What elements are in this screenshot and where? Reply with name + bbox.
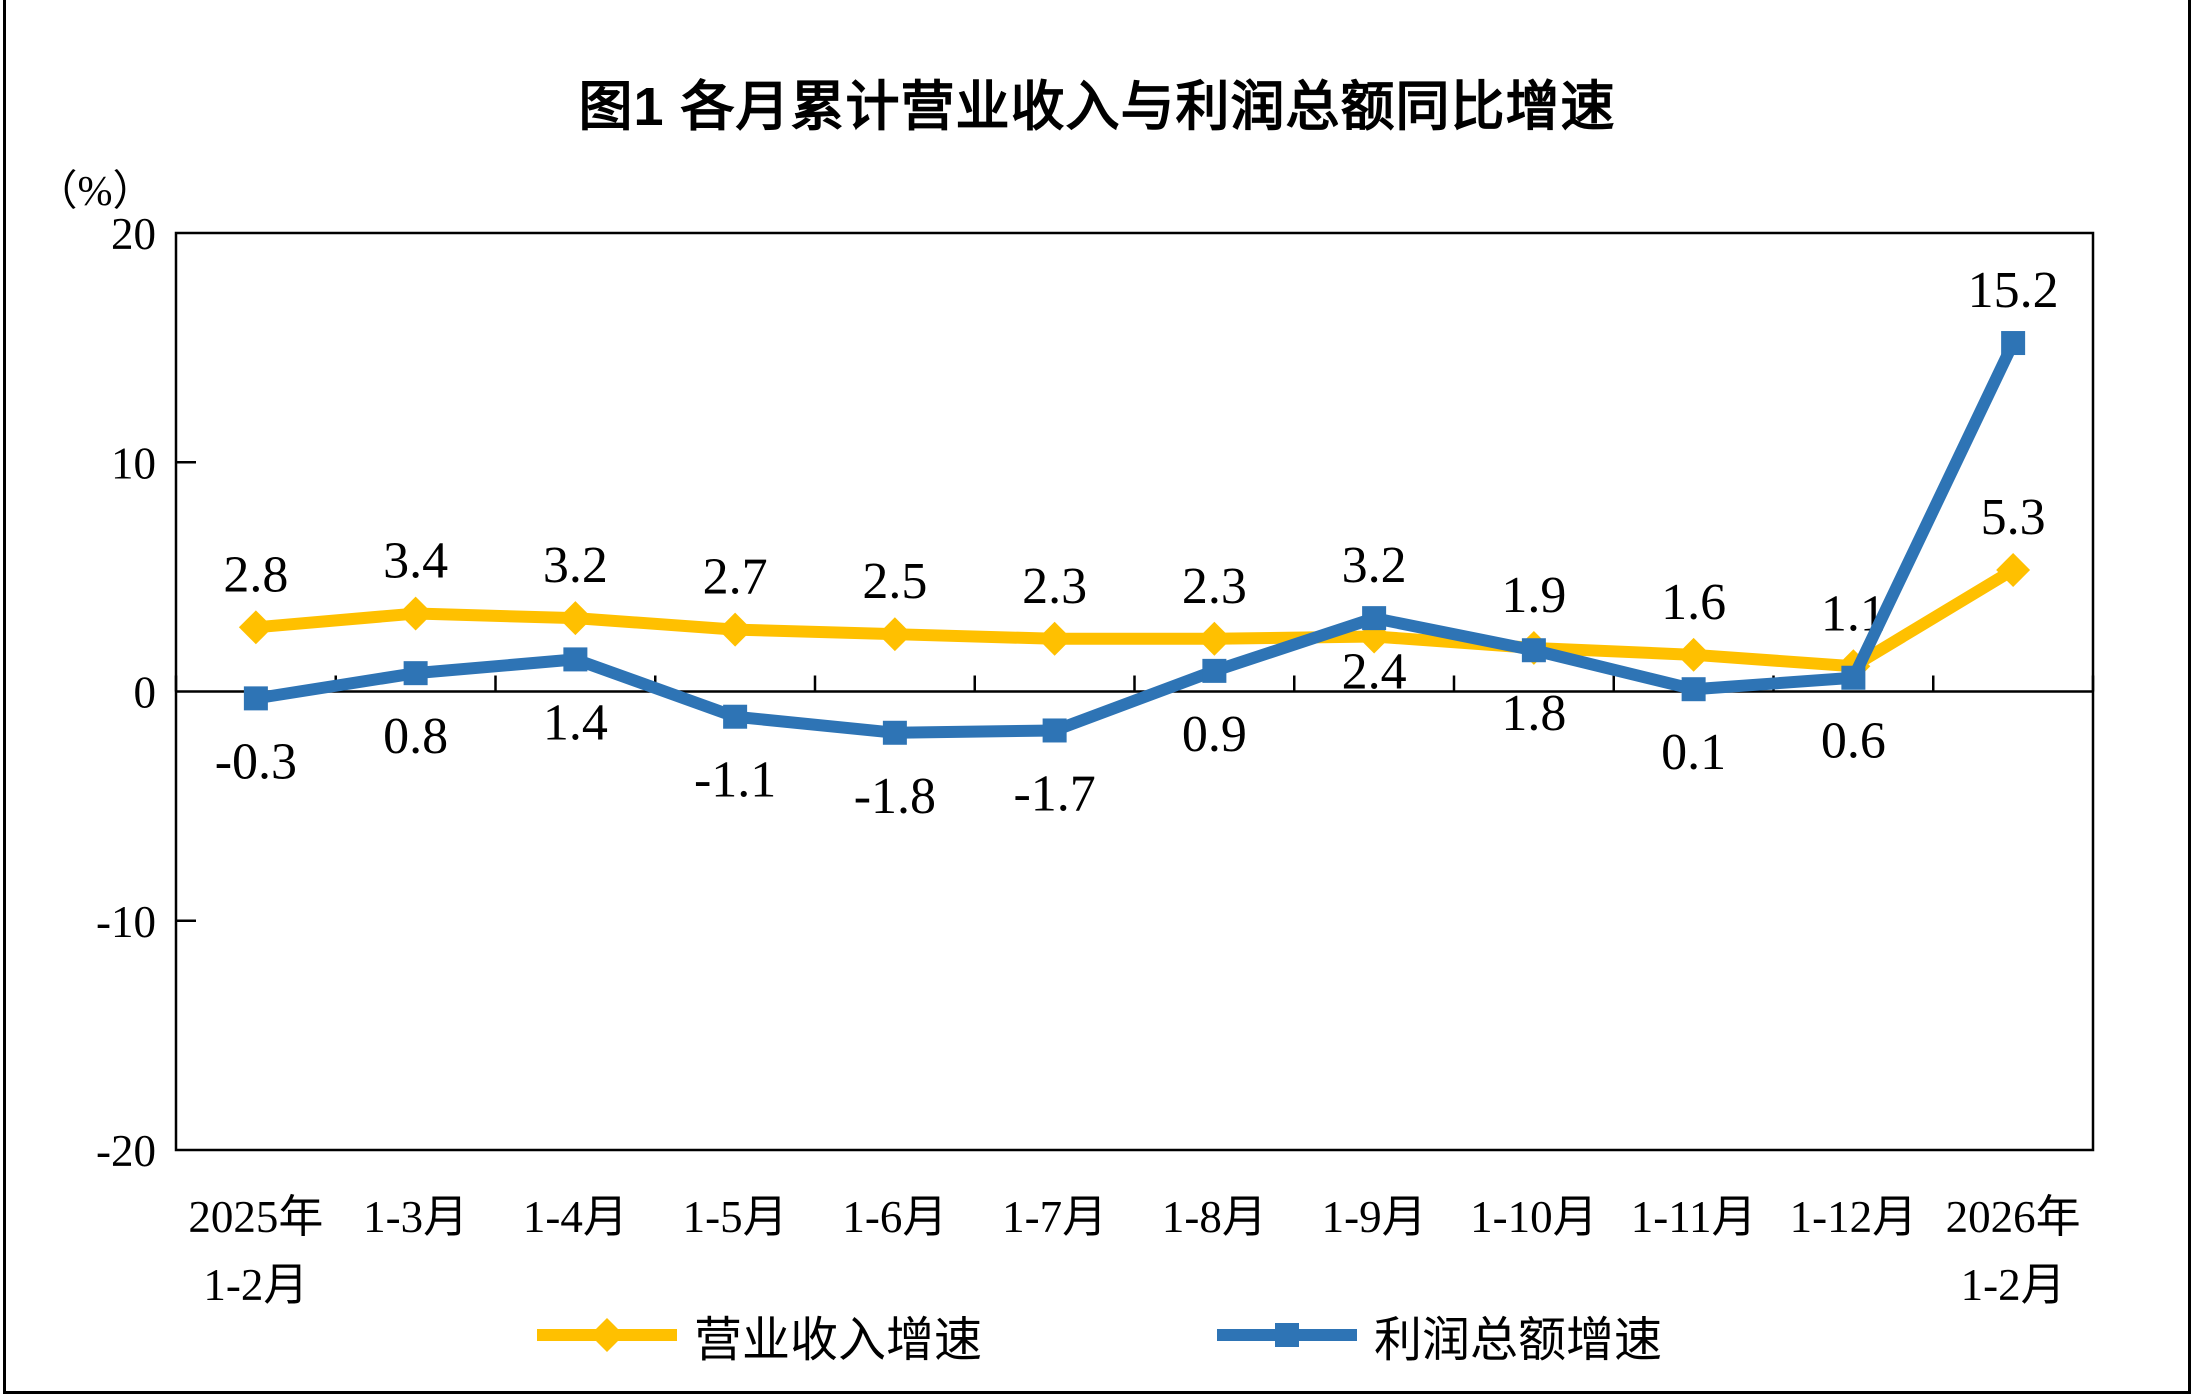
profit-marker	[1362, 606, 1387, 631]
revenue-marker	[1037, 621, 1072, 656]
x-axis-label: 1-9月	[1322, 1192, 1427, 1242]
revenue-marker	[398, 596, 433, 631]
revenue-data-label: 2.4	[1342, 643, 1407, 700]
revenue-marker	[1197, 621, 1232, 656]
revenue-data-label: 2.3	[1022, 558, 1087, 615]
y-tick-label: 0	[134, 668, 157, 718]
revenue-data-label: 1.9	[1501, 567, 1566, 624]
profit-data-label: -0.3	[215, 733, 297, 790]
profit-marker	[1841, 665, 1866, 690]
revenue-data-label: 2.7	[703, 549, 768, 606]
legend-item-revenue: 营业收入增速	[532, 1300, 982, 1370]
profit-data-label: -1.7	[1013, 765, 1095, 822]
profit-data-label: 1.8	[1501, 685, 1566, 742]
x-axis-label: 1-5月	[683, 1192, 788, 1242]
revenue-data-label: 3.2	[543, 537, 608, 594]
profit-marker	[403, 661, 428, 686]
profit-marker	[563, 647, 588, 672]
profit-data-label: 3.2	[1342, 537, 1407, 594]
x-axis-label: 1-11月	[1631, 1192, 1757, 1242]
revenue-data-label: 2.5	[862, 553, 927, 610]
profit-marker	[243, 686, 268, 711]
revenue-marker	[558, 601, 593, 636]
revenue-series-line	[255, 564, 2017, 673]
x-axis-label: 1-10月	[1470, 1192, 1598, 1242]
x-axis-label: 1-12月	[1790, 1192, 1918, 1242]
revenue-data-label: 3.4	[383, 533, 448, 590]
profit-data-label: -1.1	[694, 752, 776, 809]
legend-item-profit: 利润总额增速	[1212, 1300, 1662, 1370]
profit-data-label: -1.8	[854, 768, 936, 825]
y-tick-label: 10	[111, 438, 156, 488]
profit-data-label: 0.1	[1661, 724, 1726, 781]
y-tick-label: 20	[111, 209, 156, 259]
revenue-marker	[238, 610, 273, 645]
legend: 营业收入增速 利润总额增速	[0, 1300, 2194, 1370]
revenue-marker	[877, 617, 912, 652]
profit-marker	[1521, 638, 1546, 663]
x-axis-label: 2025年 1-2月	[188, 1192, 323, 1310]
profit-marker	[882, 720, 907, 745]
profit-data-label: 15.2	[1968, 262, 2059, 319]
profit-series-icon	[1217, 1323, 1357, 1347]
revenue-data-label: 2.3	[1182, 558, 1247, 615]
legend-label-profit: 利润总额增速	[1374, 1314, 1663, 1367]
profit-marker	[1202, 658, 1227, 683]
profit-data-label: 1.4	[543, 694, 608, 751]
chart-title: 图1 各月累计营业收入与利润总额同比增速	[578, 77, 1616, 137]
x-axis-label: 1-6月	[842, 1192, 947, 1242]
revenue-data-label: 1.6	[1661, 574, 1726, 631]
revenue-marker	[1996, 553, 2031, 587]
legend-label-revenue: 营业收入增速	[693, 1314, 982, 1367]
y-tick-label: -10	[96, 897, 156, 947]
profit-marker	[1681, 677, 1706, 702]
revenue-data-label: 5.3	[1981, 489, 2046, 546]
x-axis-label: 2026年 1-2月	[1946, 1192, 2081, 1310]
profit-data-label: 0.9	[1182, 706, 1247, 763]
profit-data-label: 0.8	[383, 708, 448, 765]
x-axis-label: 1-8月	[1162, 1192, 1267, 1242]
profit-marker	[2001, 331, 2026, 356]
x-axis-label: 1-4月	[523, 1192, 628, 1242]
profit-data-label: 0.6	[1821, 713, 1886, 770]
revenue-data-label: 2.8	[223, 546, 288, 603]
revenue-marker	[1676, 637, 1711, 672]
revenue-series-icon	[536, 1318, 677, 1352]
profit-series-line	[254, 340, 2019, 739]
x-axis-label: 1-7月	[1002, 1192, 1107, 1242]
revenue-marker	[718, 612, 753, 647]
x-axis-label: 1-3月	[363, 1192, 468, 1242]
y-axis-unit-label: （%）	[36, 169, 155, 215]
profit-marker	[1042, 718, 1067, 743]
profit-marker	[723, 704, 748, 729]
y-tick-label: -20	[96, 1126, 156, 1176]
